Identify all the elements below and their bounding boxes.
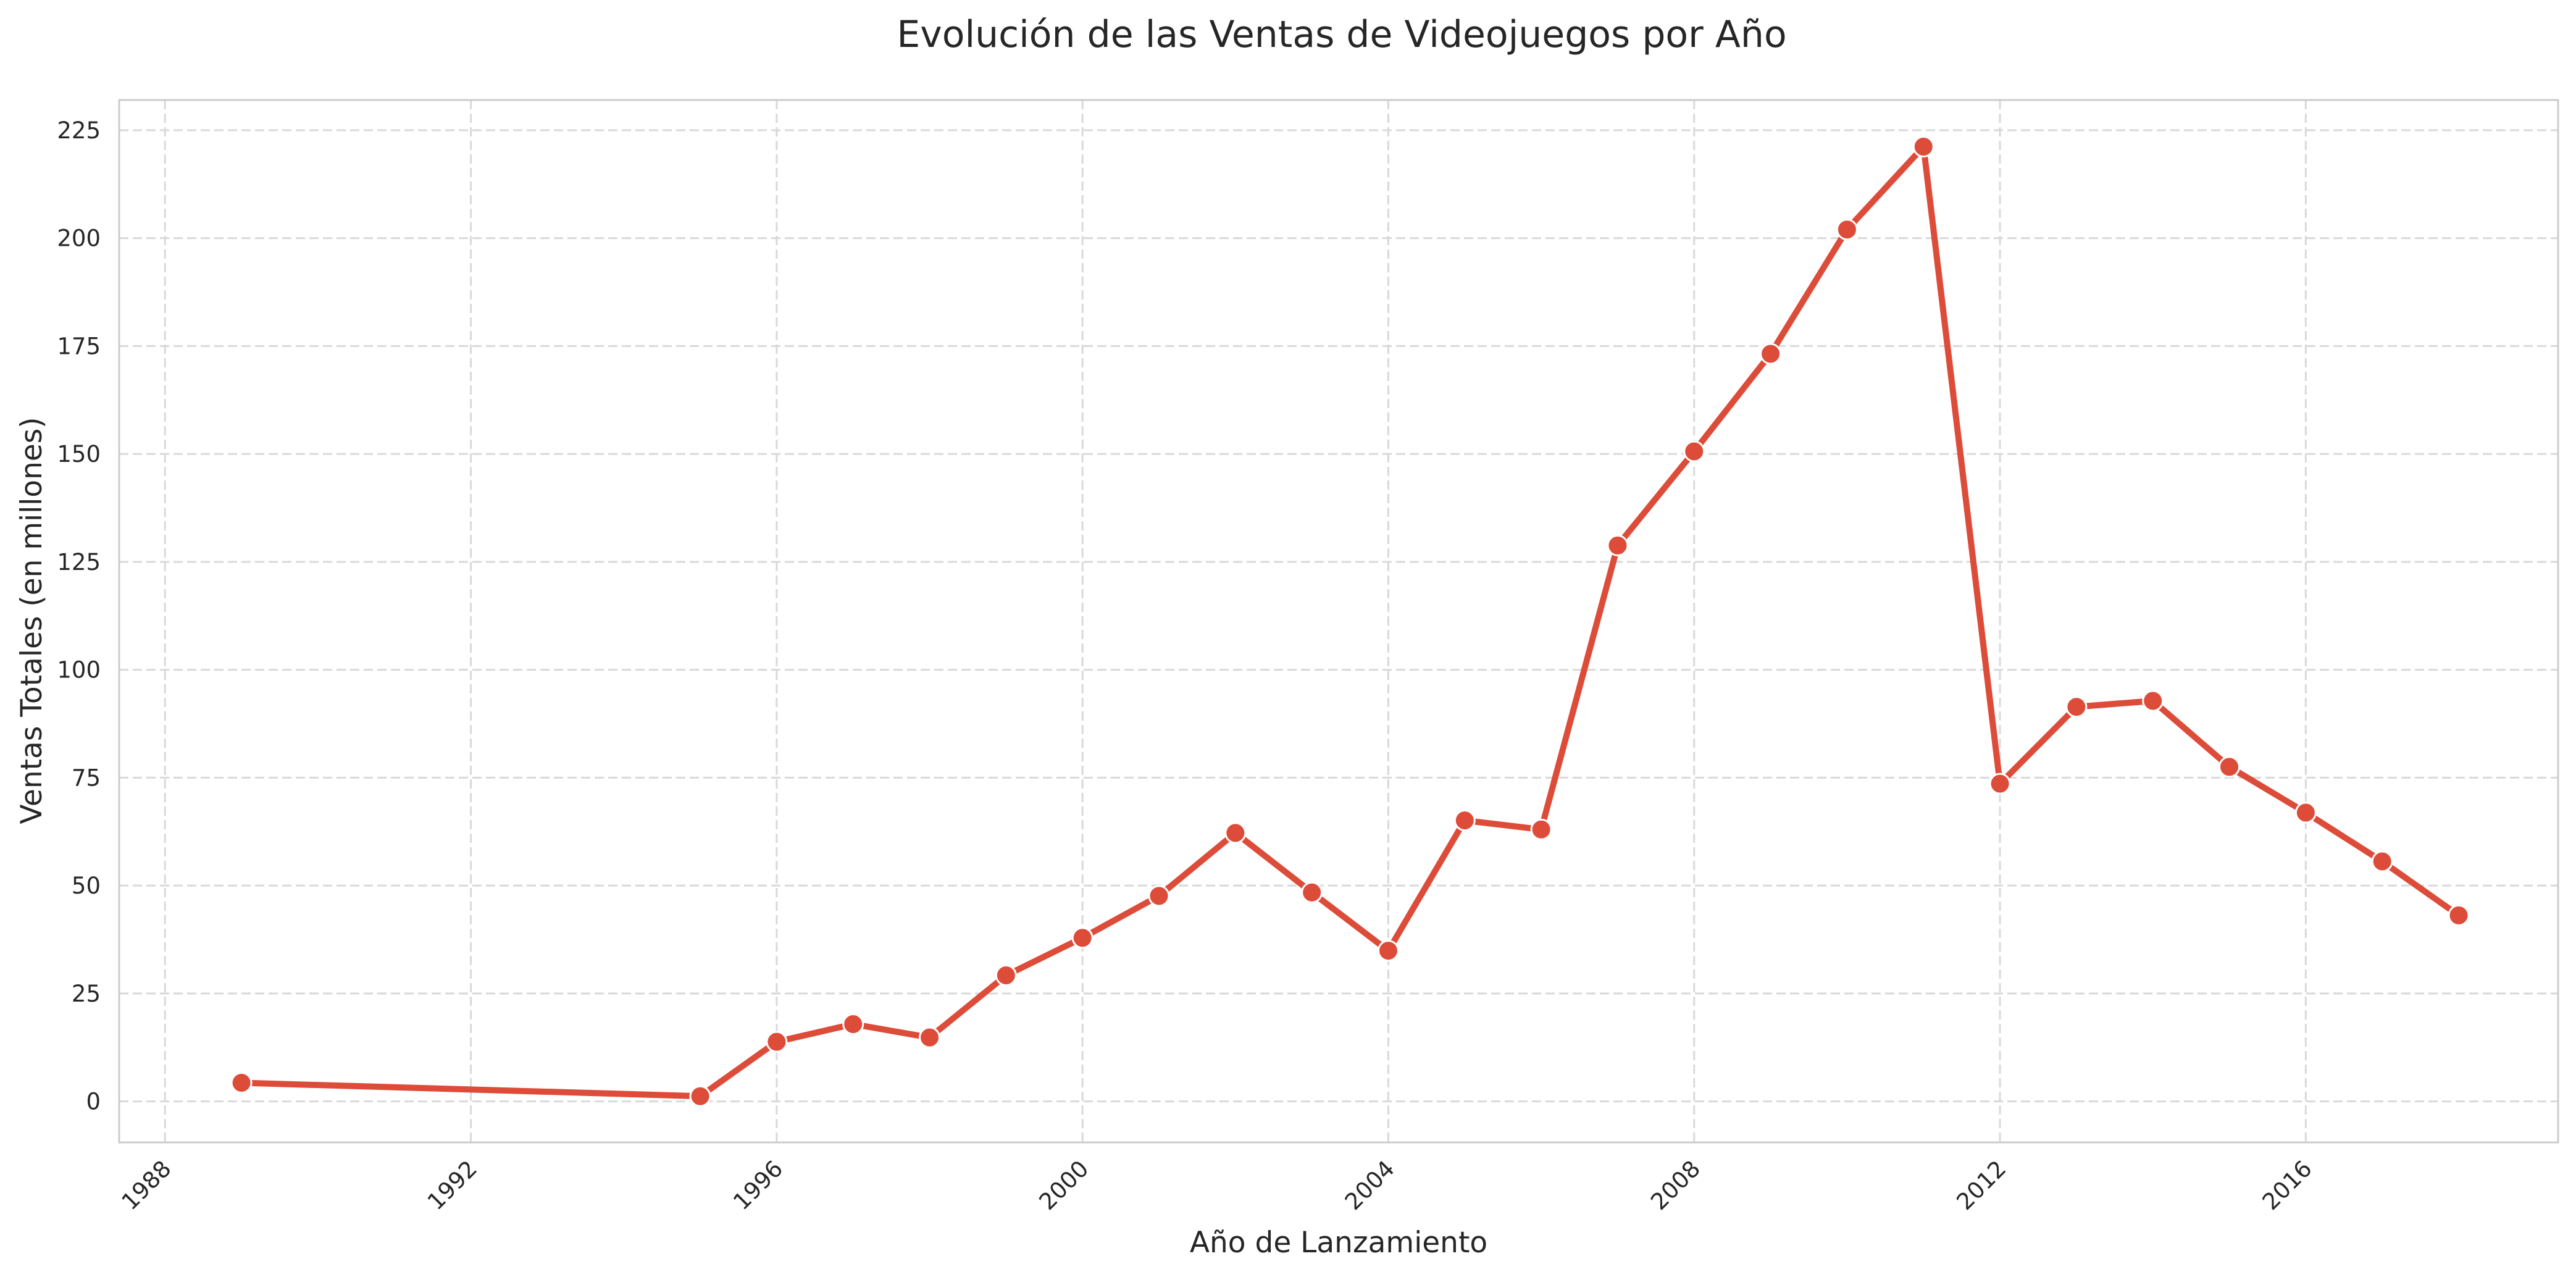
data-point (919, 1026, 941, 1049)
data-point (1607, 534, 1629, 556)
y-tick-label: 75 (72, 764, 101, 791)
y-tick-label: 125 (57, 549, 101, 576)
grid-lines (119, 100, 2558, 1142)
data-point (2448, 904, 2470, 926)
data-point (1760, 343, 1782, 365)
data-point (689, 1085, 711, 1107)
data-point (2294, 802, 2317, 824)
x-axis-label: Año de Lanzamiento (1190, 1226, 1487, 1260)
y-tick-label: 0 (86, 1089, 101, 1115)
y-tick-label: 50 (72, 873, 101, 899)
data-point (2065, 696, 2088, 718)
chart-title: Evolución de las Ventas de Videojuegos p… (897, 13, 1786, 56)
data-point (1912, 135, 1934, 157)
data-point (2371, 850, 2393, 873)
data-point (1224, 822, 1247, 844)
y-tick-label: 150 (57, 441, 101, 467)
data-point (1453, 810, 1476, 832)
data-point (1836, 219, 1858, 241)
y-tick-label: 25 (72, 981, 101, 1007)
data-point (230, 1072, 253, 1094)
data-point (2142, 690, 2164, 712)
y-axis-label: Ventas Totales (en millones) (15, 417, 49, 824)
data-point (1148, 885, 1170, 907)
data-point (2218, 756, 2241, 778)
data-point (1989, 772, 2011, 795)
y-tick-label: 175 (57, 333, 101, 359)
series-layer (230, 135, 2470, 1107)
y-tick-label: 225 (57, 117, 101, 144)
data-point (1530, 818, 1552, 840)
plot-frame (118, 99, 2559, 1144)
data-point (1683, 440, 1705, 463)
data-point (995, 965, 1017, 987)
y-tick-label: 200 (57, 225, 101, 252)
data-point (766, 1031, 788, 1053)
data-point (1071, 927, 1094, 949)
y-tick-label: 100 (57, 657, 101, 684)
data-point (1377, 940, 1399, 962)
data-point (842, 1013, 864, 1035)
data-point (1301, 881, 1323, 903)
